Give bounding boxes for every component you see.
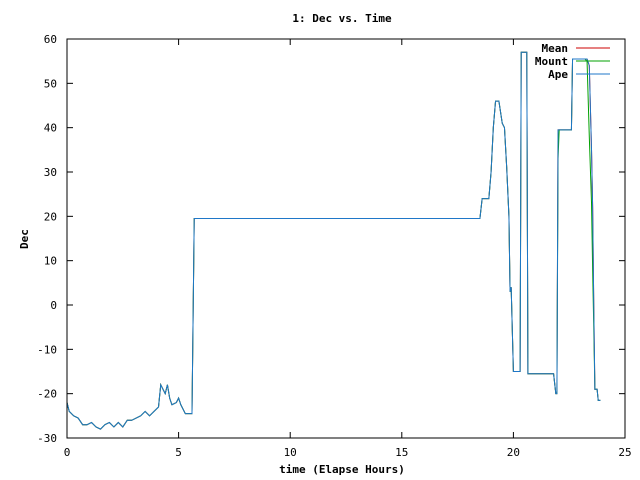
x-axis-label: time (Elapse Hours) <box>279 463 405 476</box>
x-tick-label: 0 <box>64 446 71 459</box>
y-tick-label: 40 <box>44 122 57 135</box>
x-tick-label: 20 <box>507 446 520 459</box>
chart-title: 1: Dec vs. Time <box>292 12 392 25</box>
plot-frame <box>66 38 626 439</box>
y-axis-label: Dec <box>18 229 31 249</box>
legend-label-ape: Ape <box>548 68 568 81</box>
x-tick-label: 10 <box>284 446 297 459</box>
y-tick-label: 0 <box>50 299 57 312</box>
y-tick-label: 60 <box>44 33 57 46</box>
y-tick-label: 10 <box>44 255 57 268</box>
series-layer <box>66 51 601 430</box>
x-tick-label: 25 <box>618 446 631 459</box>
y-tick-label: -10 <box>37 343 57 356</box>
x-tick-label: 15 <box>395 446 408 459</box>
y-tick-label: 20 <box>44 210 57 223</box>
y-tick-label: -20 <box>37 388 57 401</box>
x-tick-label: 5 <box>175 446 182 459</box>
series-line-ape <box>66 51 601 430</box>
y-tick-label: -30 <box>37 432 57 445</box>
tick-layer: 0 5 10 15 20 25 -30 -20 -10 0 10 20 30 40 50 60 <box>37 33 632 459</box>
legend-label-mean: Mean <box>542 42 569 55</box>
y-tick-label: 30 <box>44 166 57 179</box>
y-tick-label: 50 <box>44 77 57 90</box>
legend-label-mount: Mount <box>535 55 568 68</box>
